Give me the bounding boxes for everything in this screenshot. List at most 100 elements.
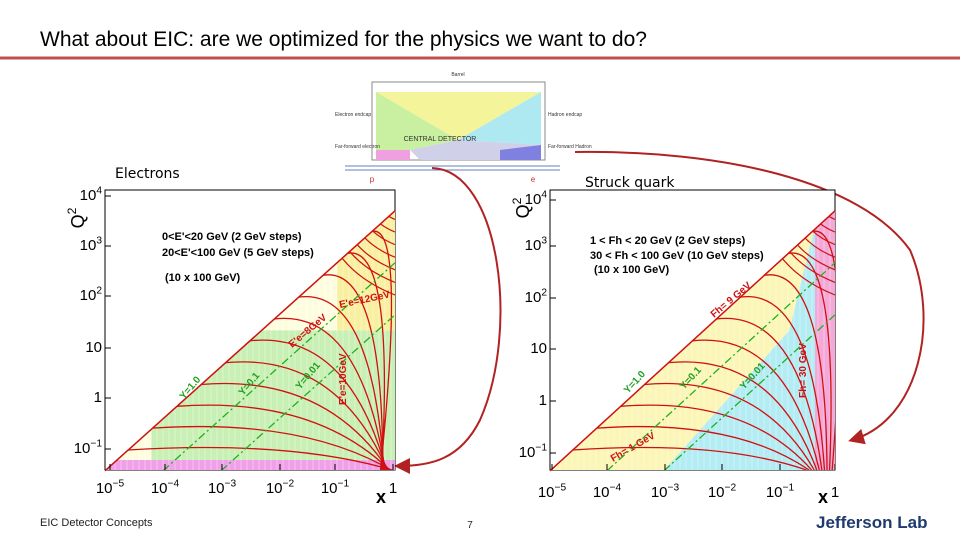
region: [105, 460, 395, 470]
y-axis-label-base: Q: [513, 204, 533, 218]
y-tick-label-base: 10: [525, 191, 542, 208]
y-tick-label-exp: −1: [535, 442, 547, 453]
y-tick-label-base: 10: [74, 440, 91, 457]
y-tick-label: 1: [94, 389, 102, 406]
y-tick-label-base: 10: [80, 287, 97, 304]
x-tick-label-exp: −1: [783, 482, 795, 493]
x-tick-label-base: 10: [208, 480, 225, 497]
y-axis-label: Q2: [65, 207, 88, 228]
y-tick-label: 104: [525, 189, 548, 208]
y-axis-label-base: Q: [68, 214, 88, 228]
curve: [740, 295, 826, 471]
y-axis-label-exp: 2: [65, 207, 79, 214]
annotation: 20<E'<100 GeV (5 GeV steps): [162, 247, 314, 259]
curve: [788, 252, 832, 471]
x-tick-label-base: 10: [766, 484, 783, 501]
x-tick-label: 10−1: [766, 482, 795, 501]
x-tick-label: 1: [831, 484, 839, 501]
curve: [152, 425, 392, 471]
y-tick-label: 1: [539, 392, 547, 409]
curve: [298, 295, 385, 471]
curve: [128, 446, 393, 471]
y-tick-label: 104: [80, 185, 103, 204]
diagram-label: Hadron endcap: [548, 112, 582, 118]
y-tick-label-base: 10: [525, 237, 542, 254]
y-tick-label-base: 10: [519, 444, 536, 461]
y-tick-label-base: 1: [94, 389, 102, 406]
x-tick-label-base: 10: [708, 484, 725, 501]
y-line: [663, 314, 835, 471]
curve: [322, 274, 384, 471]
curve: [201, 382, 390, 471]
x-tick-label: 10−2: [708, 482, 737, 501]
annotation: Fh= 30 GeV: [798, 343, 809, 398]
curve: [274, 317, 386, 471]
x-tick-label: 10−3: [208, 478, 237, 497]
x-tick-label-exp: −5: [113, 478, 125, 489]
x-axis-label: x: [818, 487, 828, 507]
y-tick-label-base: 1: [539, 392, 547, 409]
x-tick-label: 10−3: [651, 482, 680, 501]
x-tick-label-base: 10: [151, 480, 168, 497]
curve: [572, 446, 807, 471]
x-tick-label-base: 10: [538, 484, 555, 501]
annotation: 0<E'<20 GeV (2 GeV steps): [162, 231, 302, 243]
x-tick-label: 10−4: [593, 482, 622, 501]
y-tick-label-base: 10: [525, 289, 542, 306]
y-tick-label-base: 10: [80, 187, 97, 204]
curve: [249, 339, 387, 471]
curve: [347, 252, 386, 471]
x-tick-label: 10−5: [96, 478, 125, 497]
slide-title: What about EIC: are we optimized for the…: [40, 28, 647, 51]
annotation: 30 < Fh < 100 GeV (10 GeV steps): [590, 250, 764, 262]
x-tick-label-exp: −2: [725, 482, 737, 493]
kinematic-limit: [104, 210, 396, 472]
diagram-label: Far-forward Hadron: [548, 144, 592, 150]
plot-heading: Struck quark: [585, 175, 675, 191]
y-line: [606, 262, 835, 471]
region: [664, 210, 835, 470]
x-tick-label-exp: −1: [338, 478, 350, 489]
curve: [176, 404, 391, 471]
x-tick-label-exp: −3: [225, 478, 237, 489]
x-tick-label-exp: −3: [668, 482, 680, 493]
y-tick-label: 10: [530, 340, 547, 357]
page-number: 7: [467, 520, 473, 531]
diagram-label: Barrel: [451, 72, 464, 78]
y-tick-label-exp: 2: [541, 287, 547, 298]
y-tick-label-base: 10: [80, 237, 97, 254]
y-tick-label-base: 10: [530, 340, 547, 357]
y-tick-label: 102: [80, 285, 103, 304]
x-tick-label-base: 10: [593, 484, 610, 501]
y-tick-label-exp: 2: [96, 285, 102, 296]
x-tick-label-exp: −4: [168, 478, 180, 489]
y-tick-label: 103: [80, 235, 103, 254]
curve: [644, 382, 815, 471]
curve: [764, 274, 828, 471]
diagram-label: e: [531, 175, 536, 184]
y-tick-label-exp: 3: [541, 235, 547, 246]
x-tick-label-exp: −2: [283, 478, 295, 489]
x-tick-label-base: 1: [831, 484, 839, 501]
kinematic-limit: [549, 210, 836, 472]
x-tick-label: 10−4: [151, 478, 180, 497]
plot-heading: Electrons: [115, 166, 180, 182]
curve: [716, 317, 823, 471]
annotation: (10 x 100 GeV): [165, 272, 241, 284]
x-tick-label-exp: −5: [555, 482, 567, 493]
curve: [596, 425, 810, 471]
y-tick-label-exp: −1: [90, 438, 102, 449]
x-axis-label: x: [376, 487, 386, 507]
y-line: [220, 314, 395, 471]
curve: [812, 230, 835, 471]
y-line: [162, 262, 395, 471]
y-axis-label: Q2: [510, 197, 533, 218]
y-tick-label: 10−1: [519, 442, 548, 461]
curve: [813, 210, 835, 220]
x-tick-label-base: 10: [96, 480, 113, 497]
diagram-label: p: [370, 175, 375, 184]
x-tick-label-base: 10: [321, 480, 338, 497]
x-tick-label-base: 10: [266, 480, 283, 497]
